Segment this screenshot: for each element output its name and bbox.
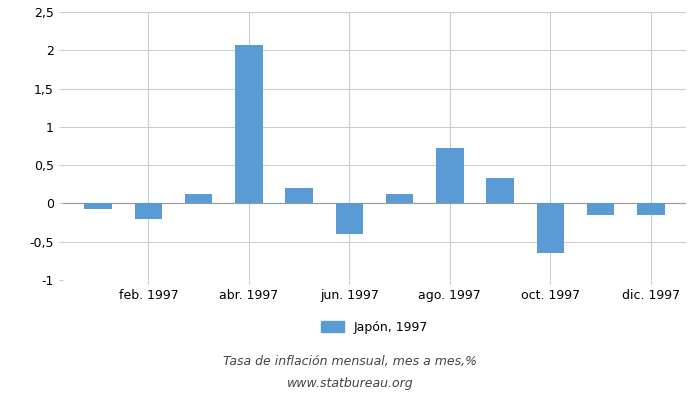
Bar [134,204,162,219]
Legend: Japón, 1997: Japón, 1997 [321,321,428,334]
Text: www.statbureau.org: www.statbureau.org [287,378,413,390]
Text: Tasa de inflación mensual, mes a mes,%: Tasa de inflación mensual, mes a mes,% [223,356,477,368]
Bar [486,178,514,204]
Bar [386,194,414,204]
Bar [85,204,112,209]
Bar [536,204,564,253]
Bar [637,204,664,215]
Bar [436,148,463,204]
Bar [335,204,363,234]
Bar [286,188,313,204]
Bar [587,204,615,215]
Bar [185,194,213,204]
Bar [235,45,262,204]
